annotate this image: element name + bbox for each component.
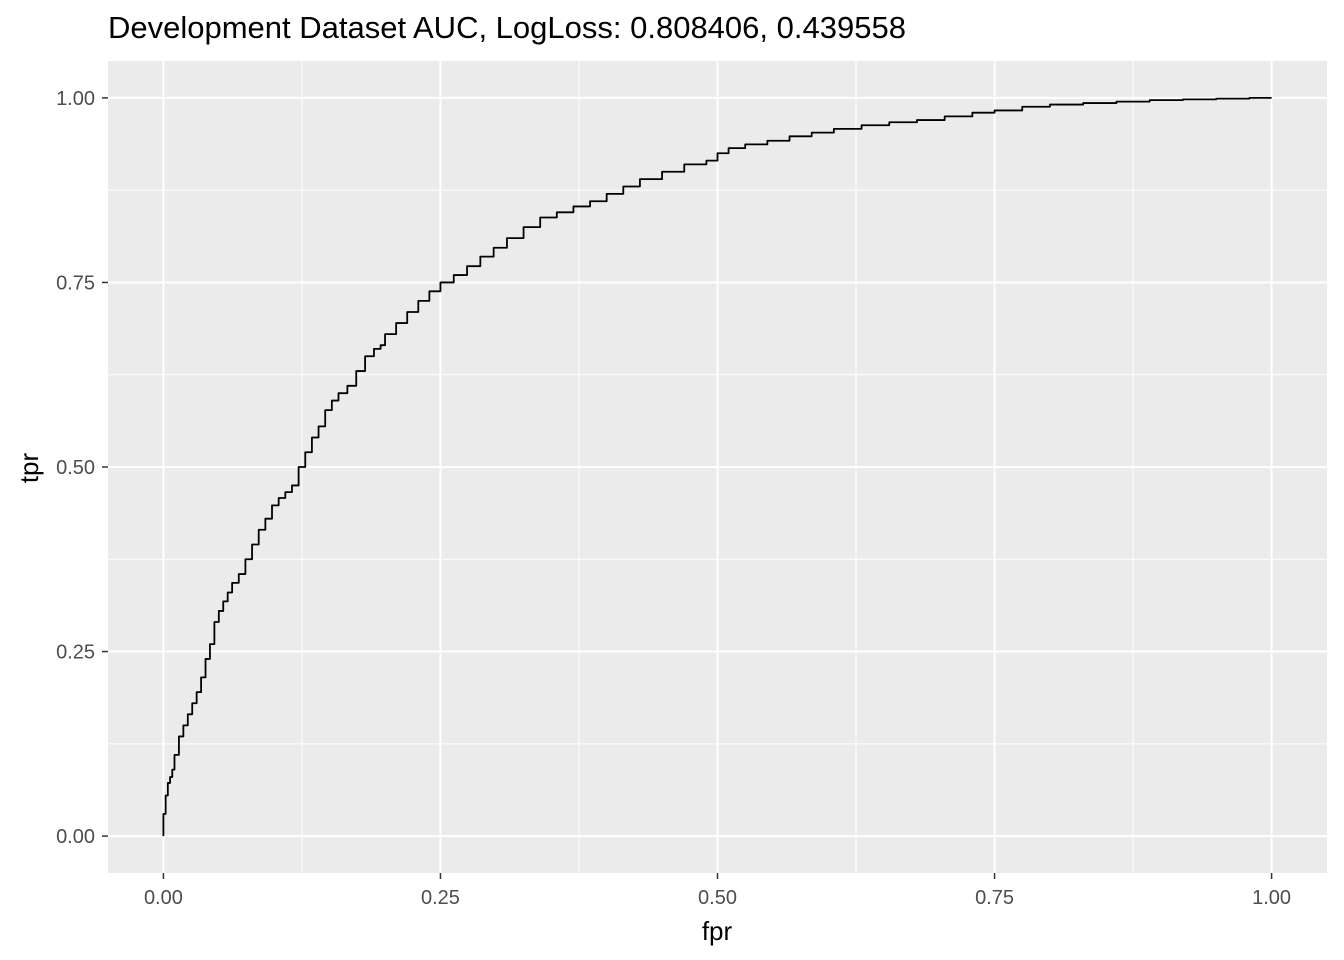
y-tick-label: 0.75 <box>56 272 95 294</box>
major-gridlines <box>108 61 1327 873</box>
x-axis: 0.00 0.25 0.50 0.75 1.00 <box>144 873 1291 909</box>
y-tick-label: 0.50 <box>56 457 95 479</box>
x-tick-label: 1.00 <box>1252 887 1291 909</box>
y-tick-label: 0.00 <box>56 826 95 848</box>
x-tick-label: 0.25 <box>421 887 460 909</box>
y-axis-label: tpr <box>14 452 44 483</box>
x-tick-label: 0.00 <box>144 887 183 909</box>
y-tick-label: 1.00 <box>56 88 95 110</box>
x-tick-label: 0.75 <box>975 887 1014 909</box>
y-tick-label: 0.25 <box>56 642 95 664</box>
x-axis-label: fpr <box>702 916 733 946</box>
chart-title: Development Dataset AUC, LogLoss: 0.8084… <box>108 10 906 45</box>
y-axis: 0.00 0.25 0.50 0.75 1.00 <box>56 88 108 848</box>
roc-curve-line <box>162 97 1272 837</box>
x-tick-label: 0.50 <box>698 887 737 909</box>
